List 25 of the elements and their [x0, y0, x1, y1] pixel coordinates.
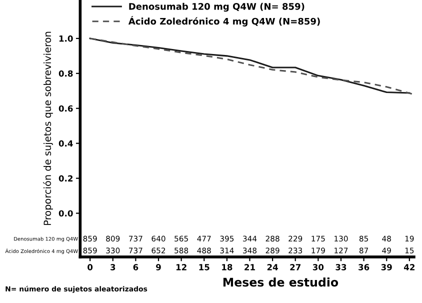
x-axis-title: Meses de estudio [223, 278, 338, 287]
x-tick-label: 27 [290, 264, 300, 270]
y-tick-label: 0.0 [58, 210, 73, 217]
x-tick-label: 21 [244, 264, 255, 270]
x-tick-label: 3 [110, 264, 116, 270]
x-tick-label: 15 [199, 264, 210, 270]
x-tick-label: 6 [133, 264, 138, 270]
x-tick-label: 33 [336, 264, 346, 270]
x-tick-label: 12 [176, 264, 186, 270]
legend-label: Denosumab 120 mg Q4W (N= 859) [129, 2, 304, 12]
y-tick-label: 0.6 [58, 105, 73, 112]
x-tick-label: 36 [358, 264, 370, 270]
y-tick-label: 0.8 [58, 70, 73, 77]
legend-label: Ácido Zoledrónico 4 mg Q4W (N=859) [128, 16, 320, 26]
x-tick-label: 30 [312, 264, 324, 270]
x-tick-label: 39 [381, 264, 392, 270]
x-tick-label: 9 [156, 264, 161, 270]
y-axis-title: Proporción de sujetos que sobrevivieron [43, 32, 53, 225]
y-tick-label: 1.0 [59, 35, 73, 42]
y-tick-label: 0.4 [58, 140, 73, 147]
x-tick-label: 24 [267, 264, 278, 270]
y-tick-label: 0.2 [58, 175, 73, 182]
x-tick-label: 42 [404, 264, 414, 270]
x-tick-label: 0 [88, 264, 93, 270]
x-tick-label: 18 [222, 264, 232, 270]
